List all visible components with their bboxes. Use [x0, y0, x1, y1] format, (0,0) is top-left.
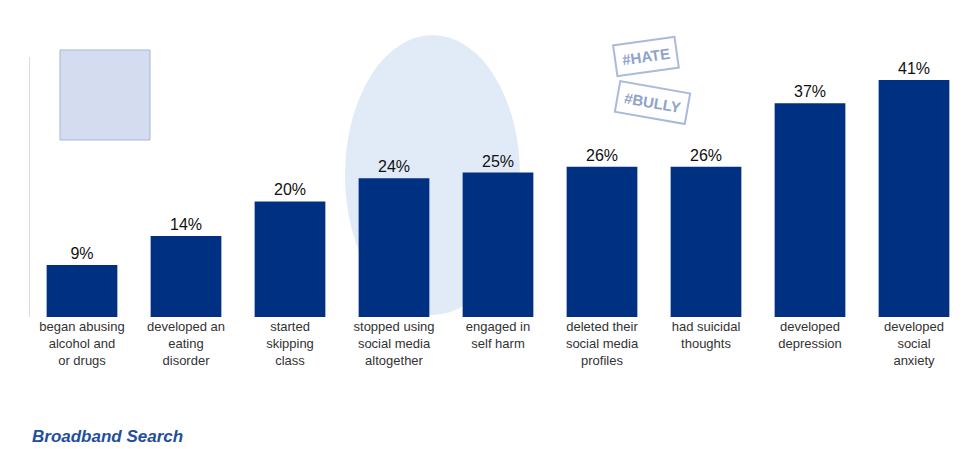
svg-text:#BULLY: #BULLY	[623, 89, 682, 116]
svg-text:Broadband Search: Broadband Search	[32, 427, 183, 446]
svg-text:24%: 24%	[378, 158, 410, 175]
svg-text:26%: 26%	[690, 147, 722, 164]
svg-text:developeddepression: developeddepression	[778, 319, 842, 351]
svg-text:began abusingalcohol andor dru: began abusingalcohol andor drugs	[39, 319, 124, 368]
svg-text:26%: 26%	[586, 147, 618, 164]
svg-text:engaged inself harm: engaged inself harm	[466, 319, 530, 351]
svg-text:41%: 41%	[898, 60, 930, 77]
svg-text:25%: 25%	[482, 153, 514, 170]
svg-text:37%: 37%	[794, 83, 826, 100]
svg-text:had suicidalthoughts: had suicidalthoughts	[672, 319, 741, 351]
svg-text:stopped usingsocial mediaaltog: stopped usingsocial mediaaltogether	[354, 319, 435, 368]
svg-text:9%: 9%	[70, 245, 93, 262]
svg-text:startedskippingclass: startedskippingclass	[266, 319, 314, 368]
svg-text:developedsocialanxiety: developedsocialanxiety	[884, 319, 944, 368]
svg-text:14%: 14%	[170, 216, 202, 233]
svg-text:deleted theirsocial mediaprofi: deleted theirsocial mediaprofiles	[566, 319, 639, 368]
svg-text:20%: 20%	[274, 181, 306, 198]
svg-text:developed aneatingdisorder: developed aneatingdisorder	[147, 319, 225, 368]
svg-text:#HATE: #HATE	[621, 45, 671, 69]
